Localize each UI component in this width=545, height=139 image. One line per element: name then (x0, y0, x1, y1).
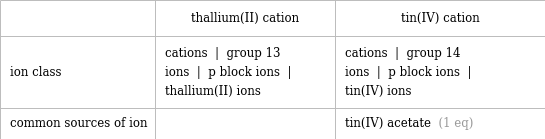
Text: thallium(II) cation: thallium(II) cation (191, 12, 299, 25)
Text: cations  |  group 13
ions  |  p block ions  |
thallium(II) ions: cations | group 13 ions | p block ions |… (165, 47, 292, 98)
Text: tin(IV) acetate: tin(IV) acetate (345, 117, 431, 130)
Text: common sources of ion: common sources of ion (10, 117, 147, 130)
Text: (1 eq): (1 eq) (431, 117, 474, 130)
Text: cations  |  group 14
ions  |  p block ions  |
tin(IV) ions: cations | group 14 ions | p block ions |… (345, 47, 471, 98)
Text: ion class: ion class (10, 66, 61, 79)
Text: tin(IV) cation: tin(IV) cation (401, 12, 480, 25)
